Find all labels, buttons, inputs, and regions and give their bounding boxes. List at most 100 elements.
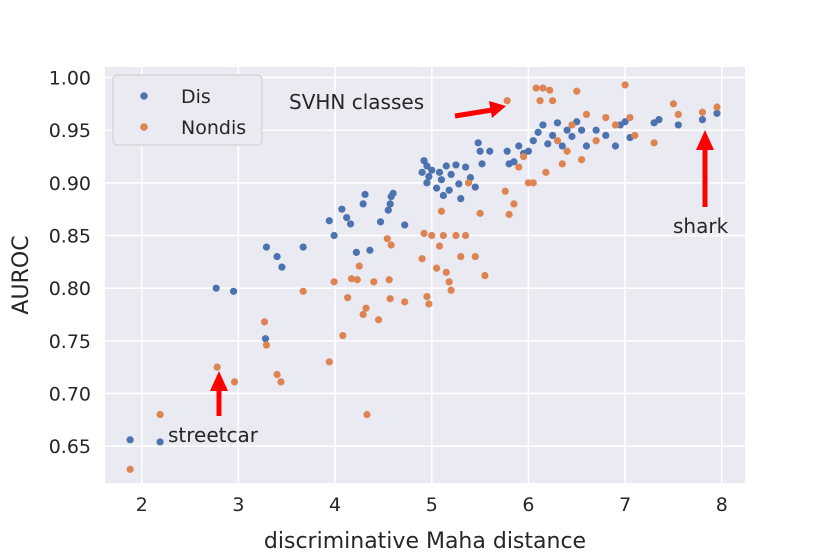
point-dis bbox=[471, 183, 479, 191]
point-nondis bbox=[515, 163, 523, 171]
point-dis bbox=[592, 126, 600, 134]
annotation-shark-label: shark bbox=[673, 214, 729, 238]
point-nondis bbox=[385, 276, 393, 284]
legend-marker-dis bbox=[140, 92, 148, 100]
point-dis bbox=[299, 243, 307, 251]
point-nondis bbox=[546, 86, 554, 94]
point-nondis bbox=[563, 147, 571, 155]
point-dis bbox=[478, 160, 486, 168]
point-dis bbox=[510, 158, 518, 166]
point-dis bbox=[346, 220, 355, 228]
point-nondis bbox=[611, 121, 620, 129]
point-dis bbox=[455, 180, 463, 188]
point-nondis bbox=[650, 139, 658, 147]
annotation-streetcar: streetcar bbox=[168, 371, 259, 447]
point-dis bbox=[698, 116, 707, 124]
point-nondis bbox=[573, 87, 581, 95]
point-nondis bbox=[156, 410, 164, 419]
point-nondis bbox=[626, 113, 634, 122]
point-dis bbox=[578, 126, 586, 134]
point-dis bbox=[352, 248, 360, 256]
point-nondis bbox=[481, 271, 489, 280]
point-nondis bbox=[539, 84, 547, 92]
y-tick-label: 0.90 bbox=[49, 173, 91, 195]
annotation-svhn: SVHN classes bbox=[289, 90, 506, 119]
point-dis bbox=[713, 109, 721, 117]
x-tick-label: 2 bbox=[136, 494, 148, 516]
point-nondis bbox=[445, 278, 453, 286]
point-dis bbox=[126, 436, 134, 444]
gridlines bbox=[105, 67, 745, 483]
x-tick-label: 5 bbox=[426, 494, 438, 516]
point-nondis bbox=[602, 113, 610, 122]
point-nondis bbox=[362, 304, 370, 312]
annotation-streetcar-arrowhead bbox=[210, 371, 228, 391]
point-nondis bbox=[631, 131, 639, 140]
point-dis bbox=[544, 140, 552, 148]
point-dis bbox=[486, 147, 494, 155]
point-nondis bbox=[126, 465, 134, 473]
x-tick-label: 4 bbox=[329, 494, 341, 516]
point-nondis bbox=[532, 84, 540, 92]
point-nondis bbox=[464, 179, 473, 187]
point-nondis bbox=[277, 378, 285, 386]
point-nondis bbox=[383, 235, 391, 243]
point-dis bbox=[503, 147, 511, 155]
point-dis bbox=[442, 162, 450, 170]
point-dis bbox=[452, 161, 460, 169]
point-nondis bbox=[355, 262, 363, 270]
point-dis bbox=[361, 190, 369, 199]
x-tick-label: 7 bbox=[619, 494, 631, 516]
point-dis bbox=[563, 126, 571, 134]
y-tick-label: 0.95 bbox=[49, 120, 91, 142]
point-nondis bbox=[713, 103, 721, 111]
point-dis bbox=[423, 162, 431, 170]
point-nondis bbox=[452, 231, 460, 240]
point-nondis bbox=[437, 207, 446, 215]
point-dis bbox=[343, 214, 351, 222]
point-dis bbox=[384, 206, 392, 214]
point-dis bbox=[439, 191, 447, 200]
point-nondis bbox=[363, 410, 371, 419]
point-nondis bbox=[520, 152, 528, 161]
y-tick-label: 0.70 bbox=[49, 383, 91, 405]
tick-labels: 2 3 4 5 6 7 8 0.65 0.70 0.75 0.80 0.85 0.90 0.95 1.00 bbox=[49, 68, 728, 516]
point-nondis bbox=[330, 278, 338, 286]
point-dis bbox=[278, 263, 286, 271]
point-nondis bbox=[529, 179, 537, 187]
annotation-svhn-label: SVHN classes bbox=[289, 90, 424, 114]
point-nondis bbox=[536, 97, 544, 105]
point-nondis bbox=[510, 200, 518, 208]
point-dis bbox=[611, 142, 620, 150]
point-nondis bbox=[558, 160, 566, 168]
point-nondis bbox=[447, 286, 455, 294]
point-nondis bbox=[698, 108, 707, 116]
y-tick-label: 0.65 bbox=[49, 436, 91, 458]
point-dis bbox=[156, 438, 164, 446]
point-dis bbox=[428, 166, 436, 174]
point-nondis bbox=[386, 295, 394, 303]
point-dis bbox=[389, 189, 397, 197]
point-nondis bbox=[260, 318, 269, 326]
point-nondis bbox=[442, 268, 450, 276]
legend-box bbox=[112, 74, 263, 146]
annotation-shark-arrowhead bbox=[696, 130, 714, 150]
annotation-svhn-arrow bbox=[454, 107, 493, 119]
point-dis bbox=[602, 131, 610, 140]
point-dis bbox=[539, 121, 547, 129]
point-nondis bbox=[435, 242, 444, 250]
point-dis bbox=[568, 132, 576, 141]
point-dis bbox=[418, 168, 426, 176]
point-nondis bbox=[418, 255, 426, 263]
point-nondis bbox=[592, 137, 600, 145]
legend-marker-nondis bbox=[140, 123, 148, 131]
legend-label-dis: Dis bbox=[181, 86, 211, 108]
point-dis bbox=[553, 119, 562, 127]
point-dis bbox=[524, 147, 533, 155]
point-nondis bbox=[462, 231, 470, 240]
data-points bbox=[126, 81, 721, 473]
x-tick-label: 8 bbox=[716, 494, 728, 516]
annotation-streetcar-label: streetcar bbox=[168, 423, 259, 447]
point-dis bbox=[359, 200, 367, 208]
